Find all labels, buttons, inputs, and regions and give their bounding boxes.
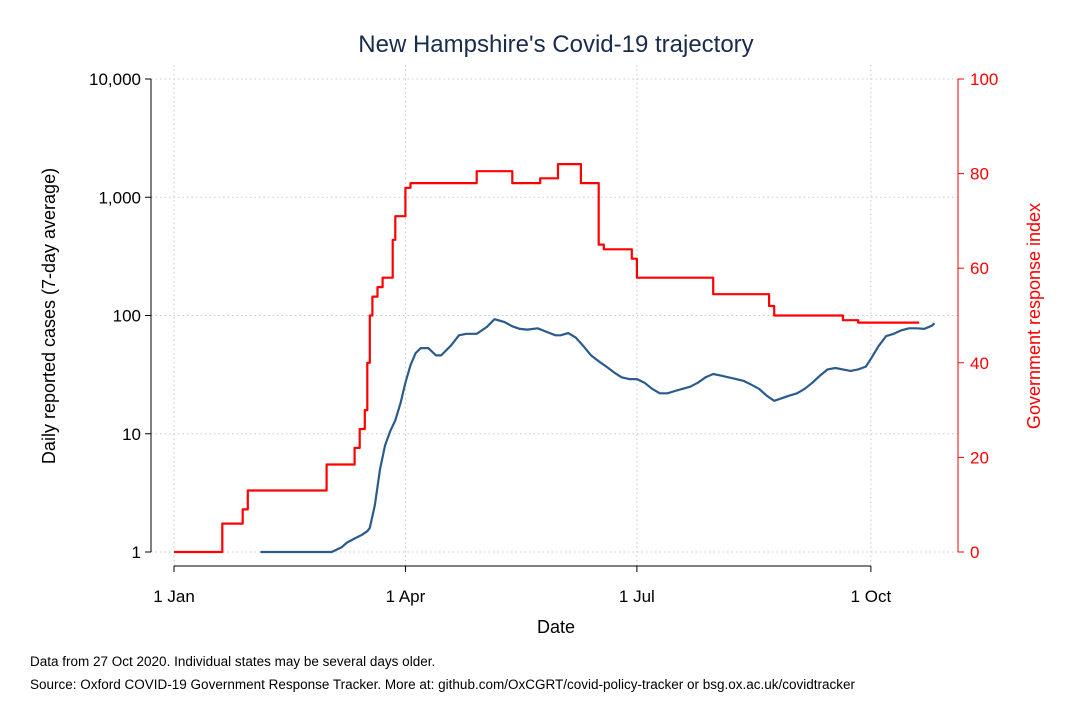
x-axis-label: Date xyxy=(537,617,575,637)
y-axis-label-left: Daily reported cases (7-day average) xyxy=(39,168,59,464)
y-tick-label-right: 100 xyxy=(970,70,998,89)
y-tick-label-left: 10 xyxy=(122,425,141,444)
y-tick-label-right: 60 xyxy=(970,259,989,278)
y-tick-label-right: 20 xyxy=(970,448,989,467)
y-tick-label-left: 100 xyxy=(113,307,141,326)
y-tick-label-right: 80 xyxy=(970,165,989,184)
x-tick-label: 1 Oct xyxy=(851,587,892,606)
axes: 1 10 100 1,000 10,000 0 20 40 60 80 100 1 Jan 1 Apr 1… xyxy=(89,70,998,606)
y-tick-label-left: 10,000 xyxy=(89,70,141,89)
response-index-line xyxy=(174,163,920,554)
x-tick-label: 1 Jul xyxy=(619,587,655,606)
cases-line xyxy=(260,318,936,554)
y-tick-label-left: 1 xyxy=(132,543,141,562)
footnote-source: Source: Oxford COVID-19 Government Respo… xyxy=(30,677,856,692)
y-tick-label-right: 0 xyxy=(970,543,979,562)
y-tick-label-right: 40 xyxy=(970,354,989,373)
footnote-data-date: Data from 27 Oct 2020. Individual states… xyxy=(30,654,435,669)
y-axis-label-right: Government response index xyxy=(1024,203,1044,429)
x-tick-label: 1 Apr xyxy=(386,587,426,606)
y-tick-label-left: 1,000 xyxy=(98,188,141,207)
chart-title: New Hampshire's Covid-19 trajectory xyxy=(358,31,753,58)
series-layer xyxy=(174,163,936,554)
x-tick-label: 1 Jan xyxy=(153,587,195,606)
